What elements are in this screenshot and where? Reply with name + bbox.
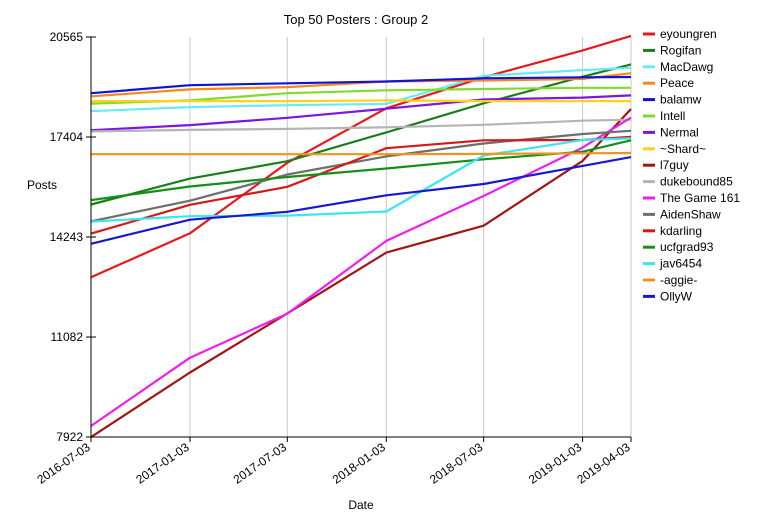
- legend-entry-label: Nermal: [660, 125, 699, 139]
- series-line-macdawg: [90, 66, 632, 113]
- series-line-balamw: [90, 75, 632, 95]
- series-line-the-game-161: [90, 116, 632, 427]
- y-tick-label: 7922: [56, 430, 83, 444]
- y-tick-label: 14243: [50, 230, 84, 244]
- legend-entry-label: jav6454: [659, 257, 702, 271]
- series-line-jav6454: [90, 137, 632, 223]
- legend-entry-label: OllyW: [660, 289, 693, 303]
- y-tick-label: 20565: [50, 30, 84, 44]
- legend-entry-label: Rogifan: [660, 43, 701, 57]
- x-axis-label: Date: [348, 498, 374, 512]
- series-line-shard: [91, 99, 631, 103]
- y-tick-label: 11082: [51, 330, 84, 344]
- series-line-ollyw: [90, 156, 632, 245]
- legend-entry-label: Intell: [660, 109, 685, 123]
- legend-entry-label: -aggie-: [660, 273, 697, 287]
- series-line-l7guy: [90, 108, 632, 439]
- series-lines: [90, 34, 632, 439]
- y-tick-label: 17404: [50, 130, 84, 144]
- legend-entry-label: dukebound85: [660, 175, 733, 189]
- legend-entry-label: The Game 161: [660, 191, 740, 205]
- legend-entry-label: l7guy: [660, 158, 689, 172]
- legend-entry-label: ucfgrad93: [660, 240, 714, 254]
- y-axis-ticks: 7922 11082 14243 17404 20565: [50, 30, 96, 444]
- legend-entry-label: MacDawg: [660, 60, 713, 74]
- legend-entry-label: AidenShaw: [660, 207, 721, 221]
- legend-entry-label: balamw: [660, 93, 702, 107]
- series-line-nermal: [90, 94, 632, 132]
- y-axis-label: Posts: [27, 178, 57, 192]
- series-line-ucfgrad93: [90, 139, 632, 202]
- legend-entry-label: kdarling: [660, 224, 702, 238]
- legend-entry-label: eyoungren: [660, 27, 717, 41]
- legend-entry-label: ~Shard~: [660, 142, 706, 156]
- legend: eyoungren Rogifan MacDawg Peace balamw Intell…: [643, 27, 740, 303]
- series-line-aggie: [91, 151, 632, 156]
- legend-entry-label: Peace: [660, 76, 694, 90]
- series-line-aidenshaw: [90, 129, 632, 223]
- chart-title: Top 50 Posters : Group 2: [284, 12, 429, 27]
- series-line-dukebound85: [90, 118, 632, 133]
